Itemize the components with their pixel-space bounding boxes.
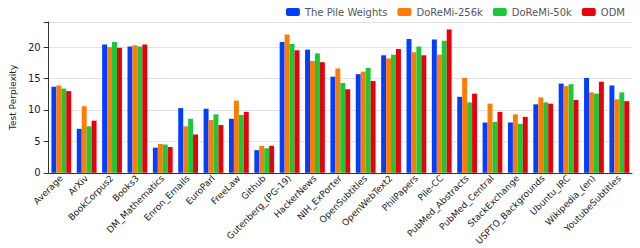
svg-text:Test Perplexity: Test Perplexity [8,64,18,131]
svg-text:NIH_ExPorter: NIH_ExPorter [295,173,344,222]
svg-text:15: 15 [28,73,41,84]
svg-text:PubMed_Central: PubMed_Central [437,173,496,232]
svg-text:Books3: Books3 [110,173,141,204]
svg-text:Wikipedia_(en): Wikipedia_(en) [543,173,598,228]
svg-text:HackerNews: HackerNews [272,173,319,220]
svg-text:Github: Github [239,173,268,202]
svg-text:ODM: ODM [601,7,625,18]
svg-text:BookCorpus2: BookCorpus2 [66,173,115,222]
svg-text:EuroParl: EuroParl [183,173,217,207]
svg-text:PhilPapers: PhilPapers [380,173,420,213]
svg-text:DM_Mathematics: DM_Mathematics [104,173,167,235]
svg-text:YoutubeSubtitles: YoutubeSubtitles [562,173,623,234]
svg-text:FreeLaw: FreeLaw [209,173,242,206]
svg-text:USPTO_Backgrounds: USPTO_Backgrounds [473,173,547,247]
svg-text:StackExchange: StackExchange [465,173,522,229]
svg-text:Gutenberg_(PG-19): Gutenberg_(PG-19) [224,173,294,242]
svg-text:Pile-CC: Pile-CC [415,173,446,203]
svg-text:5: 5 [34,136,40,147]
svg-text:DoReMi-256k: DoReMi-256k [416,7,483,18]
svg-text:Average: Average [32,173,65,206]
svg-text:ArXiv: ArXiv [66,173,91,198]
svg-text:OpenWebText2: OpenWebText2 [339,173,395,229]
svg-text:OpenSubtitles: OpenSubtitles [317,173,370,226]
svg-text:PubMed_Abstracts: PubMed_Abstracts [405,173,471,239]
svg-text:20: 20 [28,42,41,53]
svg-text:The Pile Weights: The Pile Weights [304,7,388,18]
svg-text:DoReMi-50k: DoReMi-50k [512,7,572,18]
svg-text:Enron_Emails: Enron_Emails [142,173,192,223]
svg-text:10: 10 [28,104,41,115]
svg-text:Ubuntu_IRC: Ubuntu_IRC [528,173,573,218]
svg-text:0: 0 [34,167,40,178]
